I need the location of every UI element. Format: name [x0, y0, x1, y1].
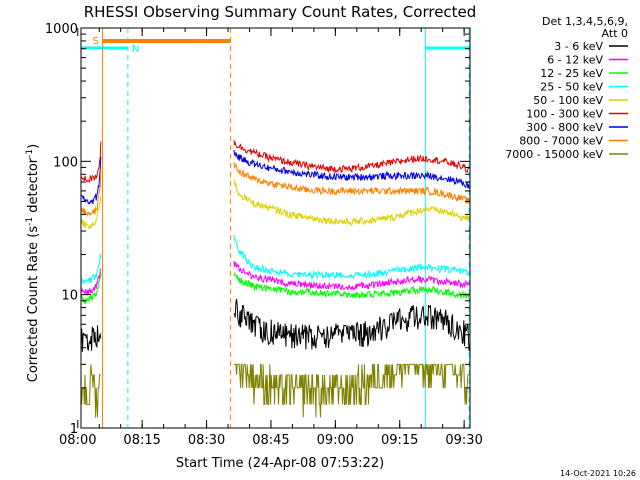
y-axis-label-end: ): [26, 144, 41, 149]
series-line-segment: [80, 195, 102, 230]
legend-header: Att 0: [602, 27, 628, 40]
plot-frame: [80, 27, 471, 429]
y-axis-label: Corrected Count Rate (s-1 detector-1): [25, 144, 41, 382]
series-line-segment: [233, 363, 470, 418]
series-line-segment: [233, 298, 470, 352]
night-flag-label: N: [132, 44, 139, 55]
x-tick-label: 09:30: [445, 433, 482, 448]
series-line-segment: [80, 364, 101, 418]
series-line-segment: [233, 150, 470, 189]
legend-entry-label: 6 - 12 keV: [547, 54, 603, 67]
y-tick-label: 100: [53, 155, 78, 170]
series-6-12-kev: [80, 261, 470, 296]
legend-entry-label: 12 - 25 keV: [540, 67, 603, 80]
legend-header: Det 1,3,4,5,6,9,: [542, 15, 628, 28]
legend-entry-label: 50 - 100 keV: [533, 94, 603, 107]
footer-timestamp: 14-Oct-2021 10:26: [560, 469, 636, 478]
series-7000-15000-kev: [80, 363, 470, 418]
legend-entry-label: 3 - 6 keV: [554, 40, 603, 53]
legend-entry-label: 800 - 7000 keV: [519, 135, 603, 148]
x-tick-label: 09:00: [317, 433, 354, 448]
x-axis-label: Start Time (24-Apr-08 07:53:22): [176, 456, 384, 471]
y-axis-label-sup1: -1: [25, 217, 35, 226]
series-25-50-kev: [80, 234, 470, 286]
series-line-segment: [233, 271, 470, 300]
chart-title: RHESSI Observing Summary Count Rates, Co…: [84, 3, 477, 21]
series-50-100-kev: [80, 179, 470, 230]
series-layer: [80, 139, 470, 418]
series-line-segment: [80, 268, 102, 296]
series-line-segment: [233, 179, 470, 227]
x-tick-label: 08:15: [123, 433, 160, 448]
y-axis-label-sup2: -1: [25, 149, 35, 158]
x-tick-label: 08:30: [188, 433, 225, 448]
y-tick-label: 1000: [45, 22, 78, 37]
x-tick-label: 09:15: [381, 433, 418, 448]
series-line-segment: [233, 162, 470, 204]
interval-layer: SN: [81, 28, 470, 428]
y-axis-label-main: Corrected Count Rate (s: [26, 226, 41, 383]
series-line-segment: [233, 261, 470, 291]
series-800-7000-kev: [80, 162, 470, 217]
saa-flag-label: S: [93, 36, 99, 47]
series-line-segment: [80, 168, 102, 217]
legend-entry-label: 7000 - 15000 keV: [505, 148, 603, 161]
x-tick-label: 08:45: [252, 433, 289, 448]
series-line-segment: [233, 139, 470, 174]
series-line-segment: [80, 156, 102, 205]
x-tick-label: 08:00: [59, 433, 96, 448]
legend-entry-label: 300 - 800 keV: [526, 121, 603, 134]
legend-entry-label: 100 - 300 keV: [526, 108, 603, 121]
y-axis-label-mid: detector: [26, 157, 41, 217]
y-tick-label: 10: [61, 289, 78, 304]
y-tick-label: 1: [70, 422, 78, 437]
series-line-segment: [80, 254, 102, 286]
series-line-segment: [233, 234, 470, 280]
legend-entry-label: 25 - 50 keV: [540, 81, 603, 94]
series-100-300-kev: [80, 139, 470, 183]
series-300-800-kev: [80, 150, 470, 205]
series-line-segment: [80, 141, 102, 183]
axes-layer: 08:00 08:15 08:30 08:45 09:00 09:15 09:30 1 10 10…: [45, 22, 483, 448]
